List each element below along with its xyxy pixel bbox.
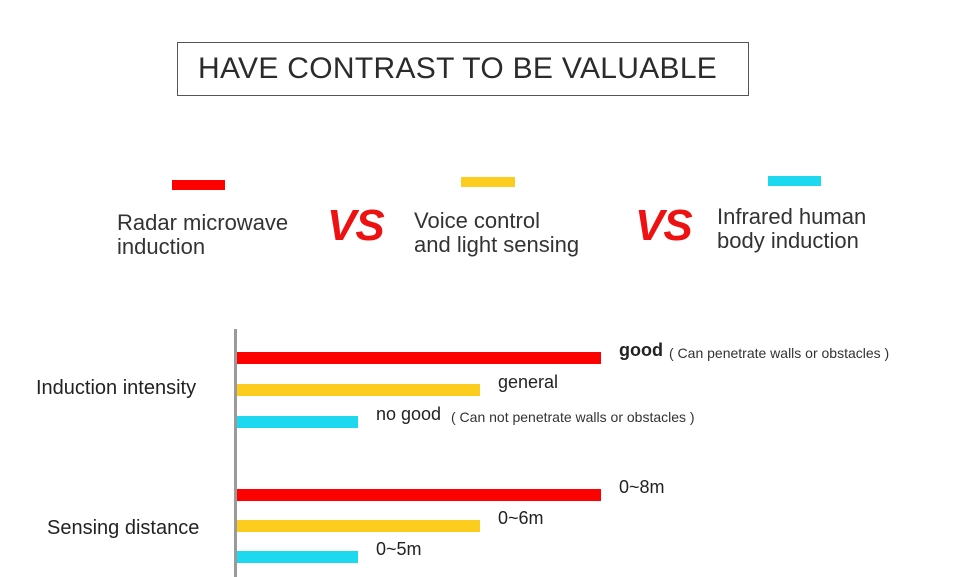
bar-induction-intensity-radar xyxy=(237,352,601,364)
bar-sensing-distance-infrared xyxy=(237,551,358,563)
bar-induction-intensity-voice xyxy=(237,384,480,396)
data-note-induction-intensity-infrared: ( Can not penetrate walls or obstacles ) xyxy=(451,409,695,425)
vs-text-2: VS xyxy=(635,201,693,250)
data-label-sensing-distance-infrared: 0~5m xyxy=(376,539,422,559)
title-box: HAVE CONTRAST TO BE VALUABLE xyxy=(177,42,749,96)
data-label-induction-intensity-infrared: no good xyxy=(376,404,442,424)
bar-induction-intensity-infrared xyxy=(237,416,358,428)
group-label-sensing-distance: Sensing distance xyxy=(47,517,200,539)
group-label-induction-intensity: Induction intensity xyxy=(36,377,197,399)
data-label-sensing-distance-voice: 0~6m xyxy=(498,508,544,528)
legend-swatch-radar xyxy=(172,180,225,190)
chart-axis-line xyxy=(234,329,237,577)
legend-swatch-voice xyxy=(461,177,515,187)
data-label-induction-intensity-voice: general xyxy=(498,372,559,392)
bar-sensing-distance-voice xyxy=(237,520,480,532)
legend-label-radar: Radar microwave induction xyxy=(117,210,289,259)
page-title: HAVE CONTRAST TO BE VALUABLE xyxy=(198,52,718,85)
data-label-sensing-distance-radar: 0~8m xyxy=(619,477,665,497)
vs-text-1: VS xyxy=(327,201,385,250)
bar-sensing-distance-radar xyxy=(237,489,601,501)
data-label-induction-intensity-radar: good xyxy=(619,340,663,360)
legend-label-infrared: Infrared human body induction xyxy=(717,204,867,253)
legend-label-voice: Voice control and light sensing xyxy=(414,208,580,257)
data-note-induction-intensity-radar: ( Can penetrate walls or obstacles ) xyxy=(669,345,890,361)
legend-swatch-infrared xyxy=(768,176,821,186)
